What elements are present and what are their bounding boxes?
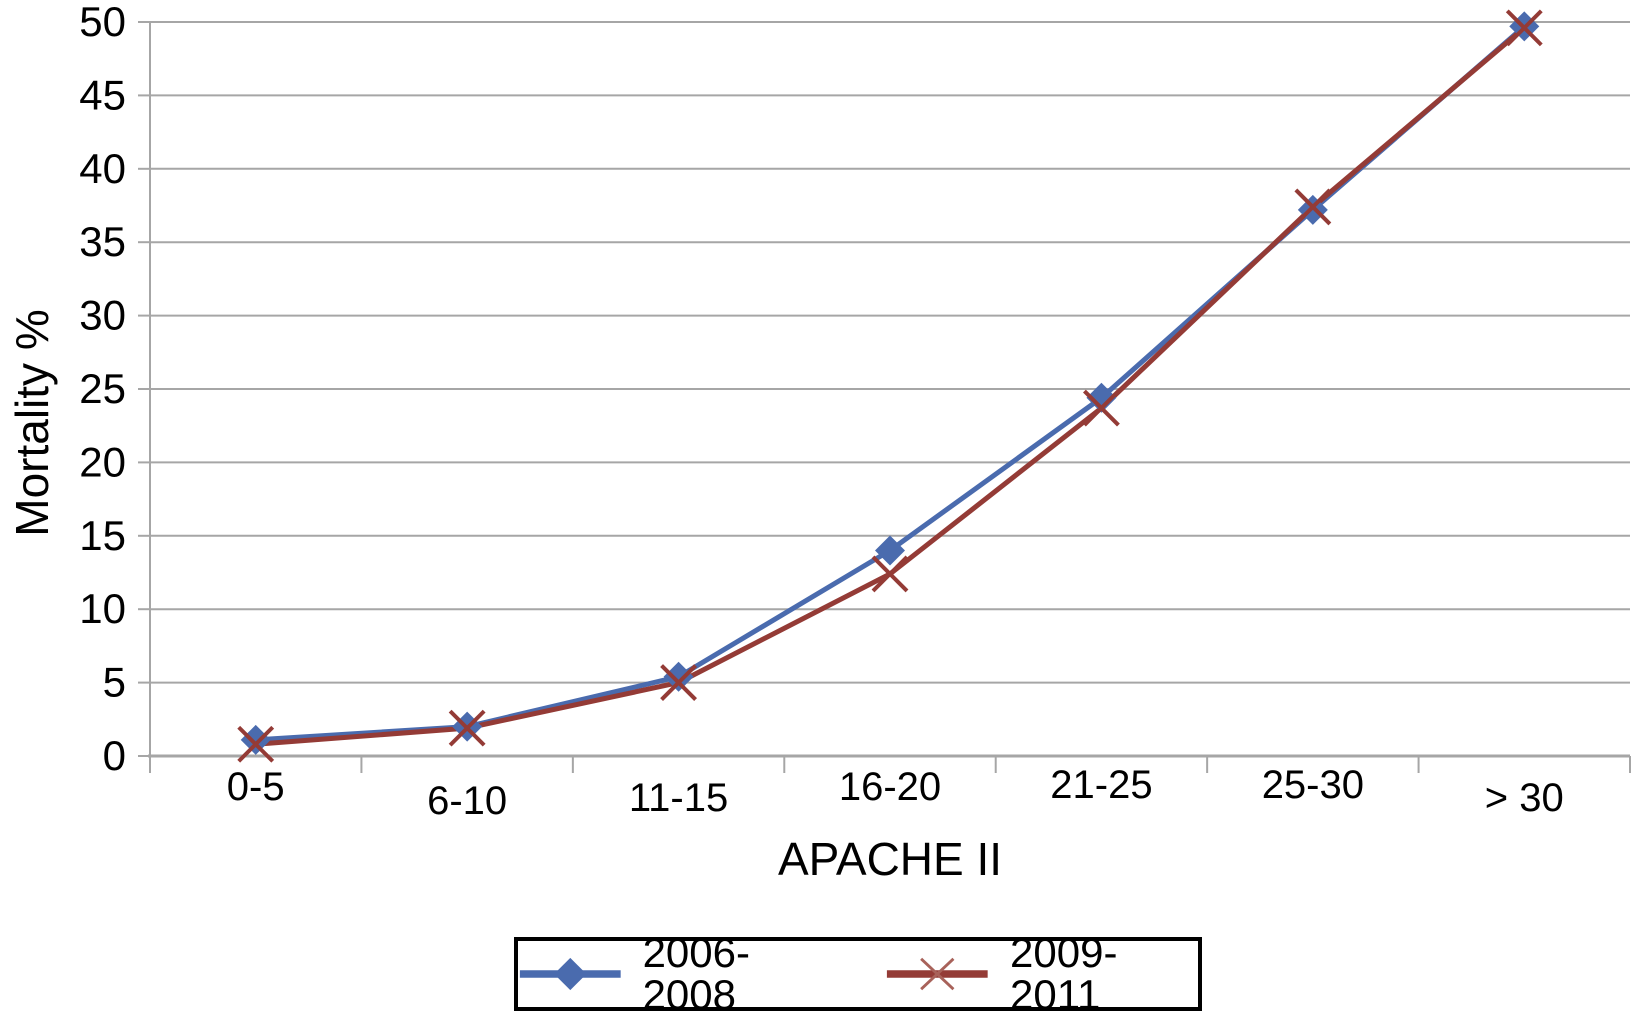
y-tick-label: 35	[79, 218, 126, 265]
x-tick-label: 25-30	[1262, 763, 1364, 807]
y-tick-label: 50	[79, 0, 126, 45]
data-point-x-2009-2011	[448, 709, 486, 747]
y-tick-label: 0	[103, 732, 126, 779]
y-tick-label: 25	[79, 365, 126, 412]
data-point-x-2009-2011	[871, 555, 909, 593]
y-tick-label: 10	[79, 585, 126, 632]
series-line-2006-2008	[253, 23, 1527, 743]
y-tick-label: 20	[79, 438, 126, 485]
series-line-2009-2011	[253, 25, 1527, 747]
data-point-diamond-2006-2008	[875, 535, 905, 566]
x-axis-title: APACHE II	[777, 833, 1003, 885]
legend-entry-series1: 2006-2008	[518, 932, 833, 1011]
data-point-diamond-2006-2008	[663, 661, 694, 692]
x-tick-label: > 30	[1485, 776, 1564, 820]
data-point-x-2009-2011	[1083, 389, 1120, 427]
y-tick-label: 15	[79, 512, 126, 559]
data-point-diamond-2006-2008	[1297, 194, 1328, 225]
legend-diamond-marker-icon	[519, 957, 621, 991]
legend: 2006-2008 2009-2011	[514, 932, 1202, 1011]
x-tick-label: 16-20	[839, 765, 941, 809]
legend-x-marker-icon	[887, 957, 989, 991]
legend-label-series1: 2006-2008	[642, 929, 750, 1011]
legend-x	[920, 957, 955, 991]
y-tick-label: 40	[79, 145, 126, 192]
x-tick-label: 6-10	[427, 779, 507, 823]
data-point-x-2009-2011	[1505, 9, 1543, 47]
data-point-diamond-2006-2008	[1086, 382, 1117, 413]
data-point-diamond-2006-2008	[240, 724, 271, 755]
x-tick-label: 11-15	[629, 776, 728, 820]
x-tick-label: 21-25	[1050, 763, 1152, 807]
data-point-x-2009-2011	[660, 664, 697, 702]
data-point-x-2009-2011	[237, 725, 275, 763]
legend-entry-series2: 2009-2011	[885, 932, 1198, 1011]
legend-label-series2: 2009-2011	[1010, 929, 1118, 1011]
legend-diamond	[554, 957, 587, 991]
x-tick-label: 0-5	[227, 765, 285, 809]
y-tick-label: 45	[79, 71, 126, 118]
data-point-x-2009-2011	[1294, 188, 1332, 226]
y-tick-label: 30	[79, 292, 126, 339]
y-axis-title: Mortality %	[6, 309, 58, 537]
y-tick-label: 5	[103, 659, 126, 706]
